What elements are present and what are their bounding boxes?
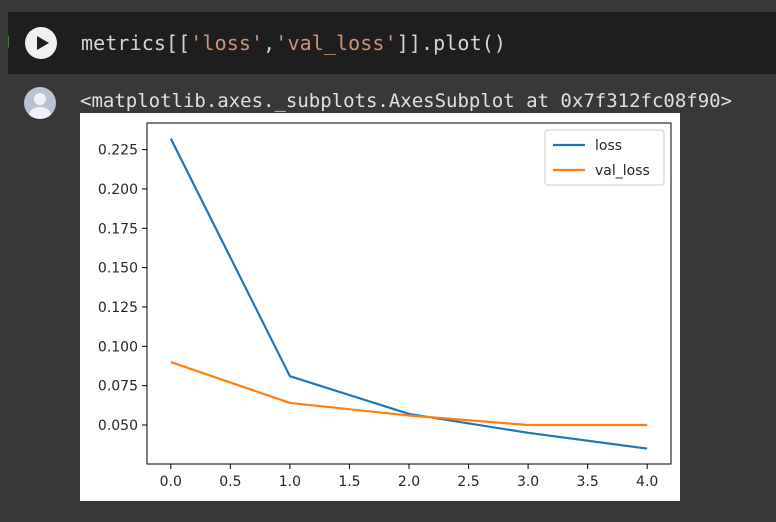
code-token: ]].plot() <box>396 31 506 55</box>
x-tick-label: 3.0 <box>517 474 539 490</box>
code-cell[interactable]: ▏ metrics[['loss','val_loss']].plot() <box>8 12 776 74</box>
x-tick-label: 2.5 <box>457 474 479 490</box>
y-tick-label: 0.150 <box>98 261 138 277</box>
chart-svg: 0.0 0.5 1.0 1.5 2.0 2.5 3.0 3.5 4.0 0.050 0.075 0.1… <box>98 122 672 490</box>
code-token: , <box>263 31 276 55</box>
x-tick-label: 1.0 <box>279 474 301 490</box>
user-avatar-icon <box>24 87 56 119</box>
y-tick-label: 0.175 <box>98 221 138 237</box>
code-string-loss: 'loss' <box>190 31 264 55</box>
x-tick-label: 4.0 <box>636 474 658 490</box>
legend-box <box>544 129 665 186</box>
run-cell-button[interactable] <box>25 27 57 59</box>
y-tick-label: 0.050 <box>98 418 138 434</box>
legend-label-loss: loss <box>595 138 622 154</box>
code-token: metrics[[ <box>81 31 191 55</box>
legend-label-val-loss: val_loss <box>595 163 650 179</box>
y-tick-label: 0.200 <box>98 182 138 198</box>
series-line-val-loss <box>170 360 648 427</box>
play-icon <box>37 36 49 50</box>
x-tick-label: 3.5 <box>577 474 599 490</box>
y-tick-label: 0.225 <box>98 143 138 159</box>
cell-focus-marker: ▏ <box>8 37 15 48</box>
y-tick-label: 0.100 <box>98 339 138 355</box>
x-tick-label: 0.0 <box>160 474 182 490</box>
line-chart: 0.0 0.5 1.0 1.5 2.0 2.5 3.0 3.5 4.0 0.050 0.075 0.1… <box>80 113 680 501</box>
y-tick-label: 0.125 <box>98 300 138 316</box>
x-tick-label: 1.5 <box>338 474 360 490</box>
x-tick-label: 0.5 <box>219 474 241 490</box>
code-string-val-loss: 'val_loss' <box>275 31 397 55</box>
series-line-loss <box>169 138 648 450</box>
output-repr-text: <matplotlib.axes._subplots.AxesSubplot a… <box>80 90 733 112</box>
x-tick-label: 2.0 <box>398 474 420 490</box>
y-tick-label: 0.075 <box>98 379 138 395</box>
code-input[interactable]: metrics[['loss','val_loss']].plot() <box>81 29 506 57</box>
